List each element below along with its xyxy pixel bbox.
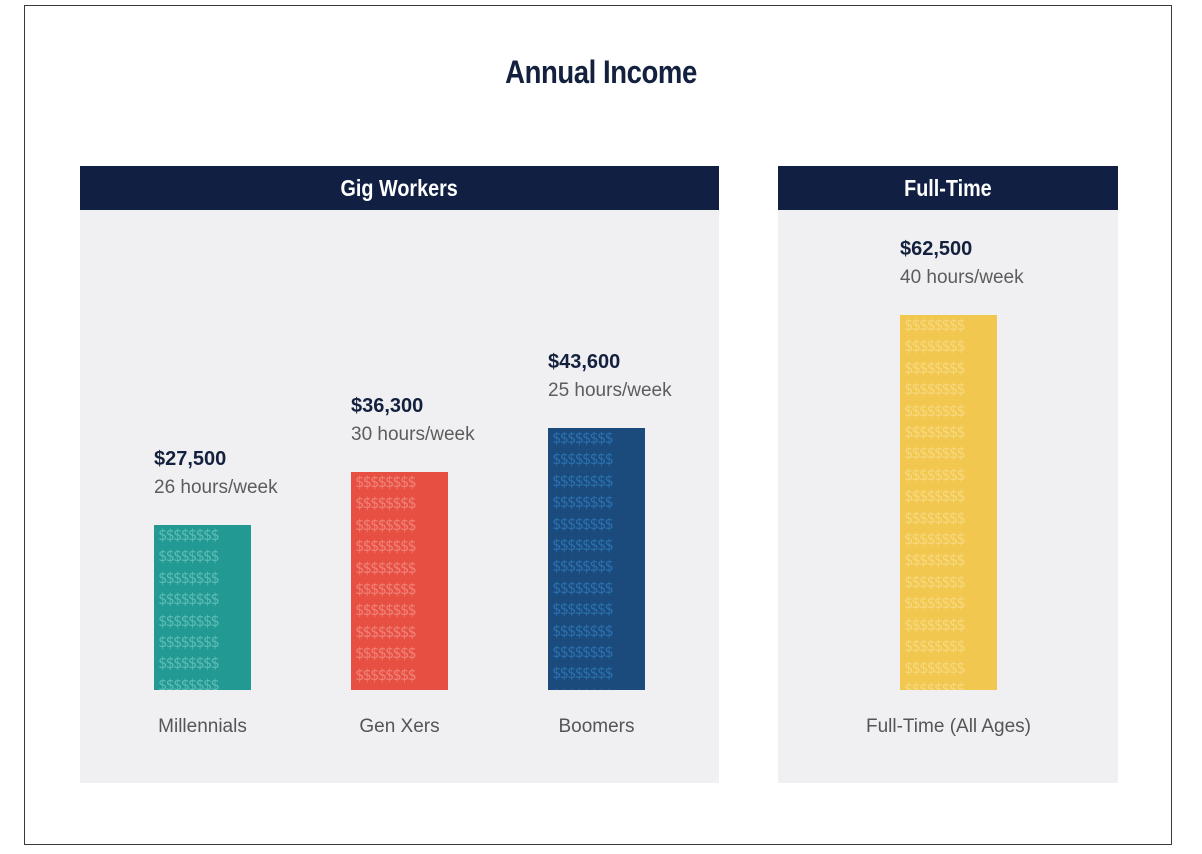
full-time-header: Full-Time — [778, 166, 1118, 210]
bar-value-label: $43,600 — [548, 351, 621, 373]
bar-hours-label: 26 hours/week — [154, 477, 278, 498]
dollar-pattern: $$$$$$$$ $$$$$$$$ $$$$$$$$ $$$$$$$$ $$$$… — [552, 429, 613, 690]
bar-gen-xers: $$$$$$$$ $$$$$$$$ $$$$$$$$ $$$$$$$$ $$$$… — [351, 472, 448, 690]
chart-frame — [24, 5, 1172, 845]
dollar-pattern: $$$$$$$$ $$$$$$$$ $$$$$$$$ $$$$$$$$ $$$$… — [158, 526, 219, 690]
bar-value-label: $27,500 — [154, 448, 227, 470]
bar-full-time-all-ages: $$$$$$$$ $$$$$$$$ $$$$$$$$ $$$$$$$$ $$$$… — [900, 315, 997, 690]
full-time-header-label: Full-Time — [904, 175, 992, 201]
dollar-pattern: $$$$$$$$ $$$$$$$$ $$$$$$$$ $$$$$$$$ $$$$… — [904, 316, 965, 690]
bar-value-label: $36,300 — [351, 395, 424, 417]
chart-title: Annual Income — [505, 54, 697, 90]
gig-workers-header-label: Gig Workers — [340, 175, 459, 201]
category-label: Full-Time (All Ages) — [865, 716, 1032, 737]
bar-value-label: $62,500 — [900, 238, 973, 260]
category-label: Gen Xers — [359, 716, 440, 737]
bar-hours-label: 40 hours/week — [900, 267, 1024, 288]
bar-hours-label: 30 hours/week — [351, 424, 475, 445]
gig-workers-header: Gig Workers — [80, 166, 719, 210]
bar-hours-label: 25 hours/week — [548, 380, 672, 401]
bar-boomers: $$$$$$$$ $$$$$$$$ $$$$$$$$ $$$$$$$$ $$$$… — [548, 428, 645, 690]
bar-millennials: $$$$$$$$ $$$$$$$$ $$$$$$$$ $$$$$$$$ $$$$… — [154, 525, 251, 690]
category-label: Millennials — [158, 716, 247, 737]
dollar-pattern: $$$$$$$$ $$$$$$$$ $$$$$$$$ $$$$$$$$ $$$$… — [355, 473, 416, 690]
category-label: Boomers — [558, 716, 635, 737]
